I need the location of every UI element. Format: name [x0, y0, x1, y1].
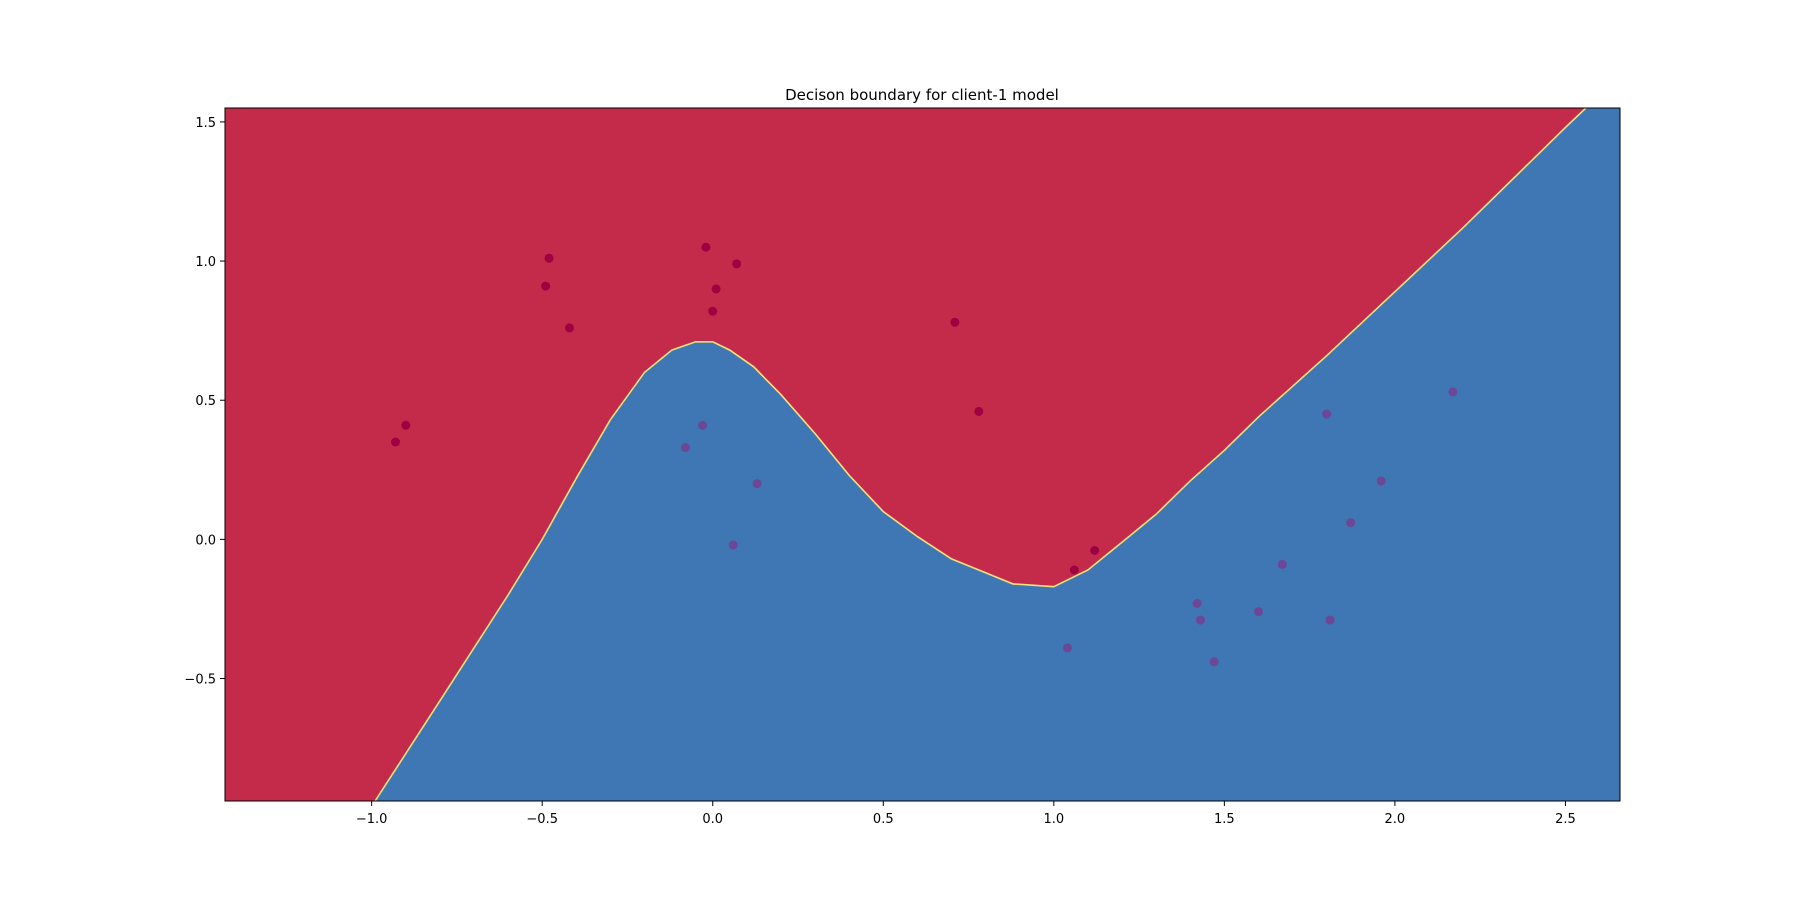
class-1-point [752, 479, 762, 489]
y-tick-label: 0.5 [195, 394, 216, 409]
class-1-point [1196, 615, 1205, 625]
class-1-point [1448, 387, 1458, 397]
region-class0 [225, 108, 1586, 801]
x-tick-label: −0.5 [526, 812, 558, 827]
class-0-point [701, 242, 711, 252]
class-1-point [1063, 643, 1072, 653]
class-1-point [1346, 518, 1356, 528]
x-tick-label: 2.0 [1385, 812, 1406, 827]
x-tick-label: 0.0 [702, 812, 723, 827]
class-0-point [974, 406, 984, 416]
class-1-point [1209, 657, 1219, 667]
plot-area [225, 108, 1620, 801]
class-1-point [1325, 615, 1335, 625]
y-tick-label: 1.5 [195, 116, 216, 131]
x-axis: −1.0 −0.5 0.0 0.5 1.0 1.5 2.0 2.5 [356, 801, 1576, 827]
class-1-point [1322, 409, 1332, 419]
x-tick-label: 0.5 [873, 812, 894, 827]
class-1-point [1254, 607, 1263, 617]
x-tick-label: 2.5 [1555, 812, 1576, 827]
points-layer [391, 242, 1458, 667]
class-0-point [708, 306, 718, 316]
y-axis: −0.5 0.0 0.5 1.0 1.5 [184, 116, 225, 688]
class-1-point [728, 540, 738, 550]
x-tick-label: −1.0 [356, 812, 388, 827]
class-0-point [541, 281, 551, 291]
class-1-point [681, 443, 690, 452]
class-0-point [1090, 546, 1100, 555]
class-1-point [1192, 598, 1202, 608]
class-0-point [544, 253, 554, 263]
class-0-point [401, 420, 411, 430]
class-0-point [732, 259, 742, 269]
class-0-point [1069, 565, 1079, 575]
class-1-point [1376, 476, 1386, 486]
class-0-point [565, 323, 574, 333]
chart-title: Decison boundary for client-1 model [785, 86, 1059, 104]
class-0-point [391, 437, 400, 447]
class-1-point [698, 420, 707, 430]
y-tick-label: 1.0 [195, 255, 216, 270]
decision-boundary-line [374, 108, 1587, 801]
y-tick-label: −0.5 [184, 673, 216, 688]
plot-frame [224, 107, 1621, 802]
x-tick-label: 1.5 [1214, 812, 1235, 827]
x-tick-label: 1.0 [1043, 812, 1064, 827]
class-1-point [1277, 559, 1287, 569]
class-0-point [950, 317, 960, 327]
y-tick-label: 0.0 [195, 533, 216, 548]
class-0-point [711, 284, 721, 294]
